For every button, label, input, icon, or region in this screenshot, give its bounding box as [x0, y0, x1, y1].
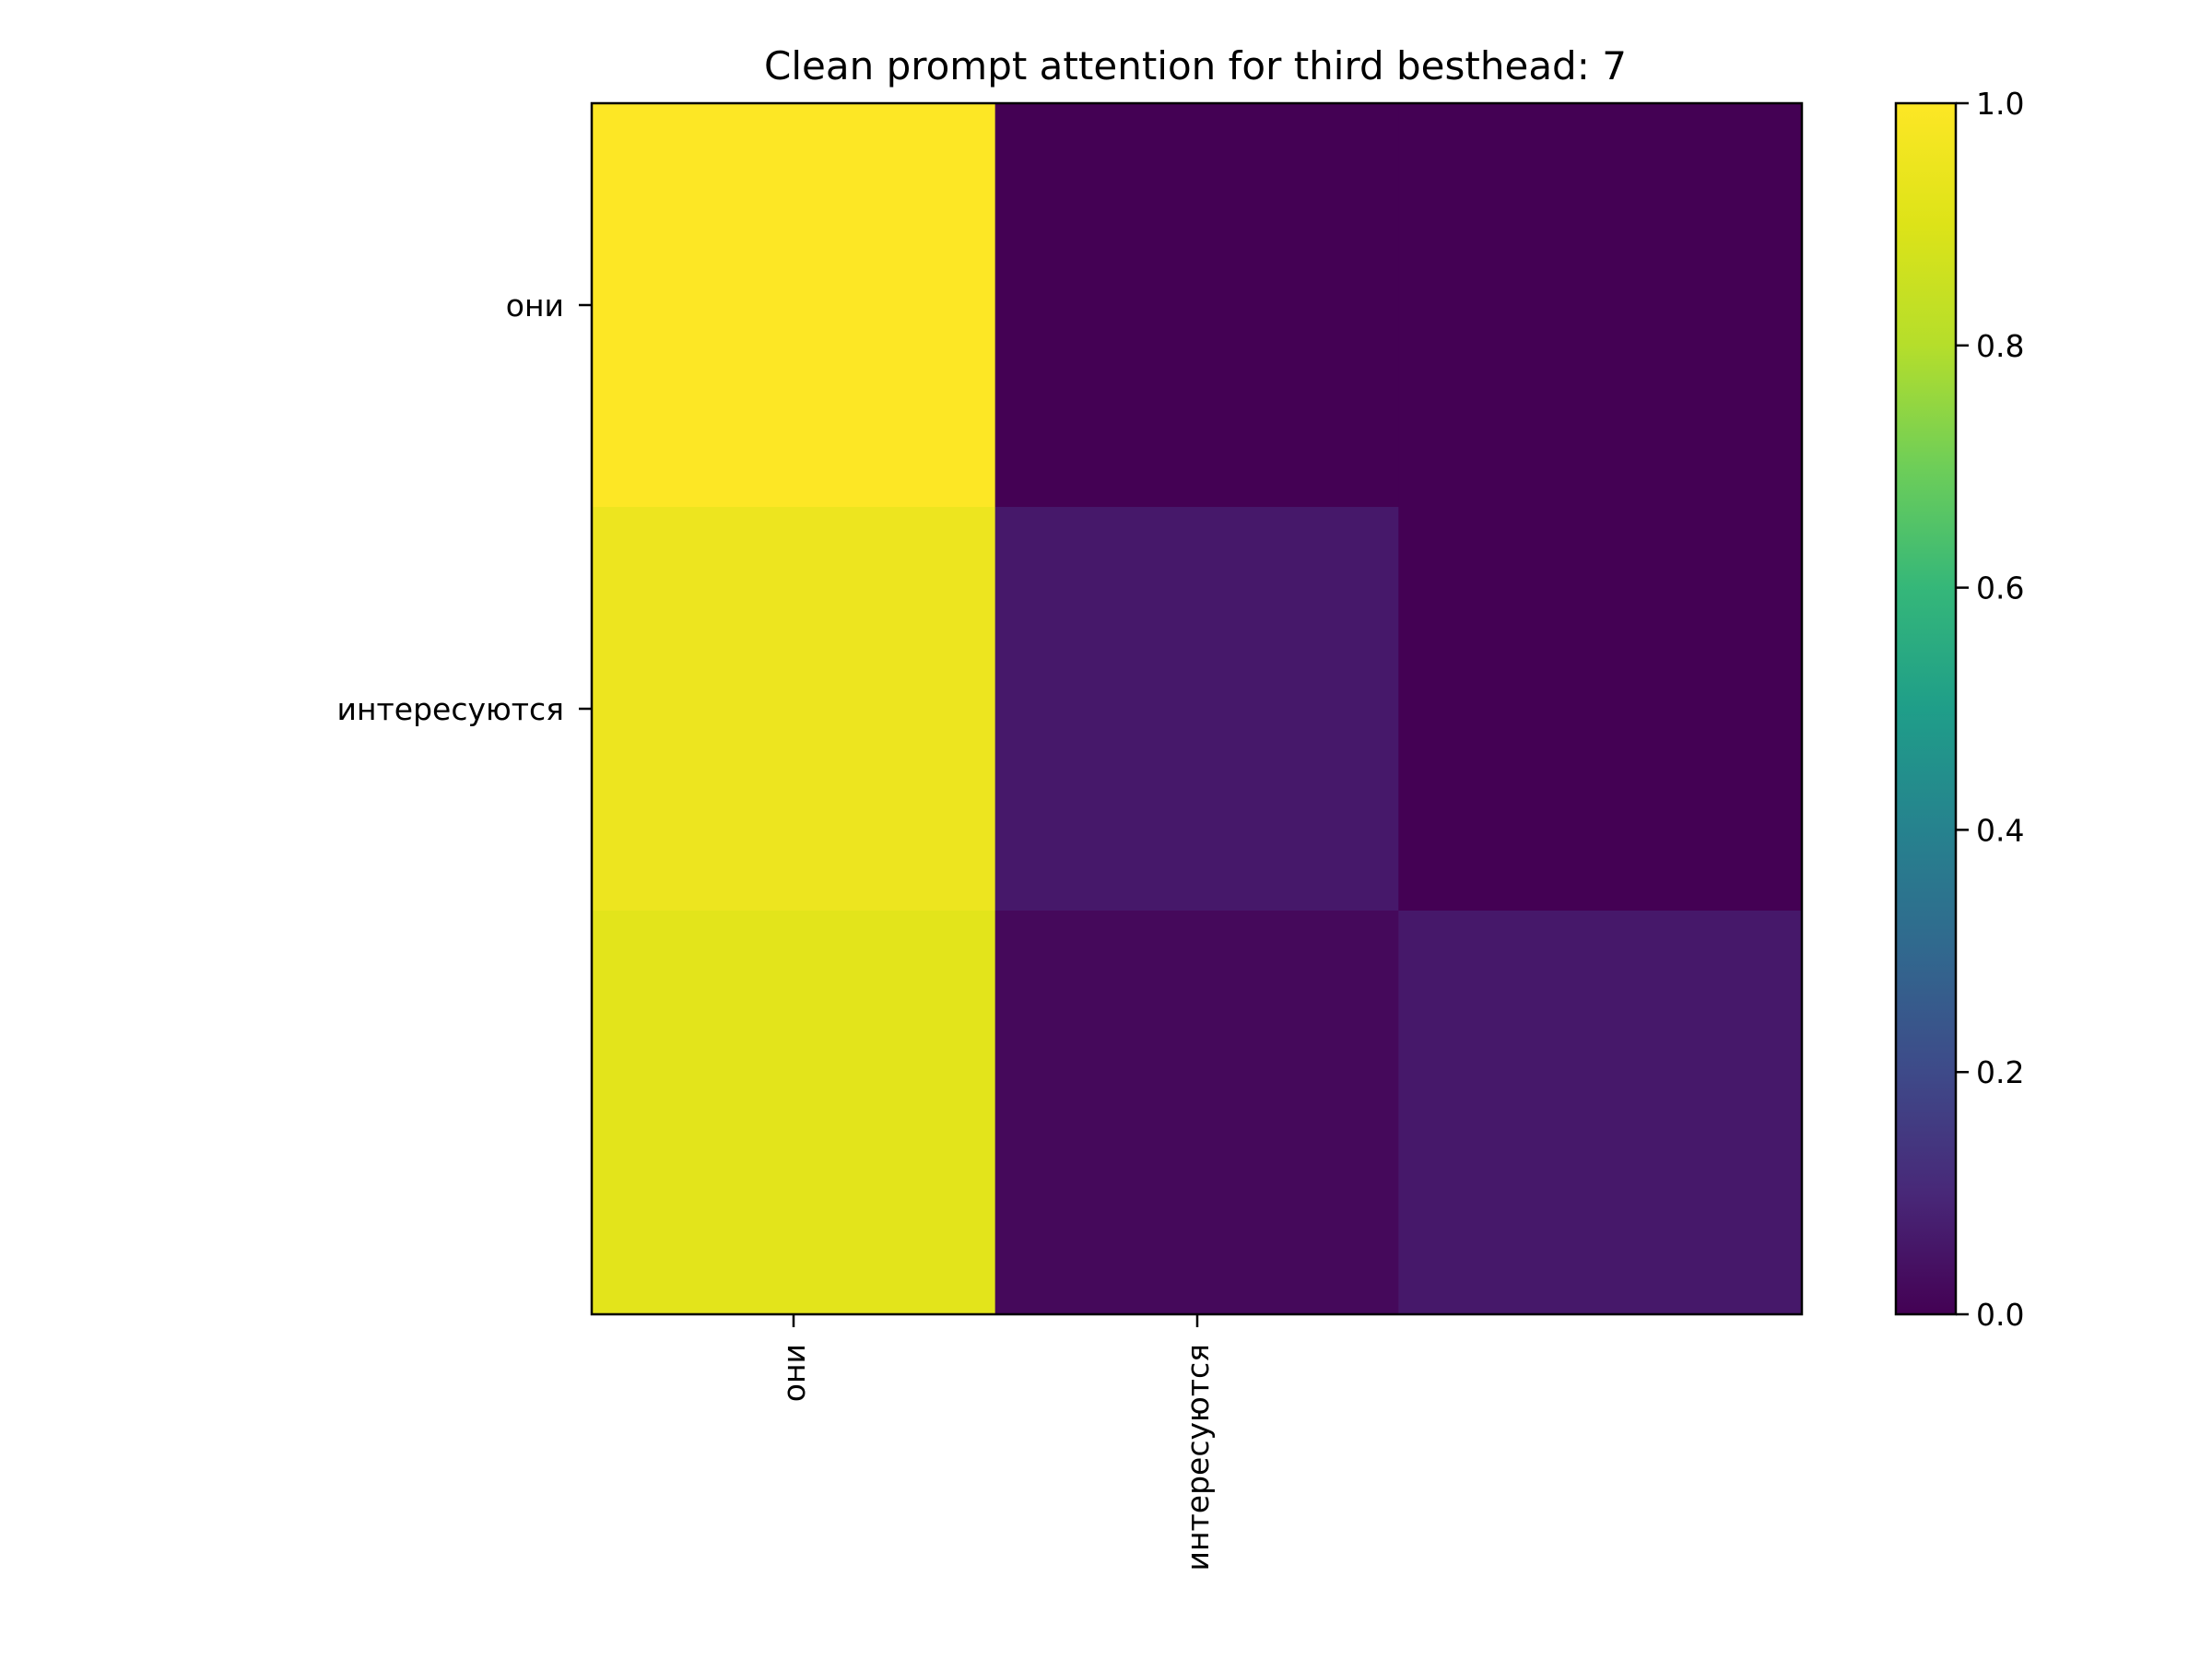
y-tick-label: они	[506, 288, 564, 324]
heatmap-cell	[994, 911, 1399, 1315]
heatmap-cell	[592, 103, 996, 508]
colorbar-tick-label: 1.0	[1976, 86, 2024, 122]
x-tick-label: они	[776, 1344, 812, 1402]
colorbar-tick-label: 0.4	[1976, 812, 2024, 848]
heatmap-cell	[1398, 911, 1803, 1315]
x-axis: они интересуются	[776, 1314, 1216, 1571]
heatmap-cell	[994, 507, 1399, 912]
y-tick-label: интересуются	[337, 691, 564, 727]
heatmap-cell	[1398, 103, 1803, 508]
colorbar: 0.0 0.2 0.4 0.6 0.8 1.0	[1894, 86, 2024, 1333]
colorbar-tick-label: 0.6	[1976, 571, 2024, 606]
x-tick-label: интересуются	[1180, 1344, 1216, 1571]
colorbar-gradient	[1894, 101, 1958, 1316]
chart-title: Clean prompt attention for third besthea…	[764, 43, 1627, 88]
heatmap-cells	[592, 103, 1803, 1315]
colorbar-ticks: 0.0 0.2 0.4 0.6 0.8 1.0	[1956, 86, 2024, 1333]
heatmap-cell	[1398, 507, 1803, 912]
heatmap-cell	[994, 103, 1399, 508]
colorbar-tick-label: 0.0	[1976, 1297, 2024, 1333]
y-axis: они интересуются	[337, 288, 592, 727]
heatmap-cell	[592, 507, 996, 912]
heatmap-cell	[592, 911, 996, 1315]
colorbar-tick-label: 0.2	[1976, 1054, 2024, 1090]
colorbar-tick-label: 0.8	[1976, 328, 2024, 364]
